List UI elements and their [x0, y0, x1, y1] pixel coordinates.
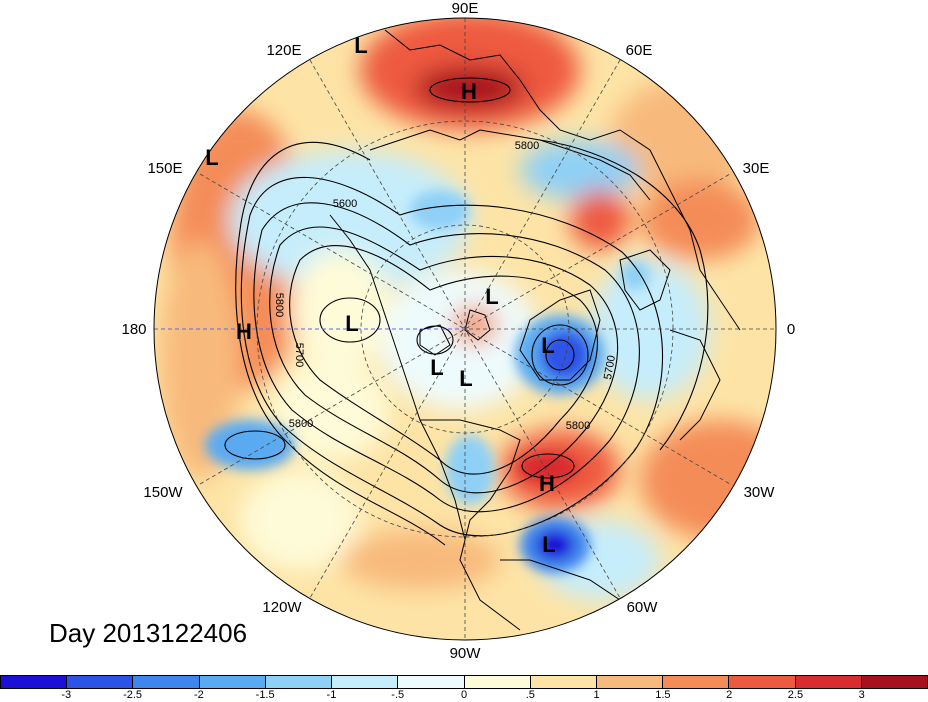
colorbar-tick-label: 1	[593, 689, 600, 701]
colorbar-swatch	[332, 676, 399, 688]
lon-label-60e: 60E	[626, 42, 653, 59]
map-boundary	[153, 17, 777, 641]
pressure-center-l: L	[345, 311, 358, 336]
lon-label-30w: 30W	[744, 484, 776, 501]
pressure-center-l: L	[354, 33, 367, 58]
colorbar-tick-label: -1	[326, 689, 337, 701]
pressure-center-l: L	[541, 333, 554, 358]
colorbar-tick-label: -1.5	[255, 689, 275, 701]
colorbar-swatch	[530, 676, 597, 688]
colorbar-tick-label: 3	[858, 689, 865, 701]
lon-label-90e: 90E	[452, 0, 479, 17]
colorbar-tick-label: .5	[525, 689, 535, 701]
contour-label: 5700	[602, 354, 618, 380]
colorbar-tick-label: 1.5	[655, 689, 671, 701]
day-label: Day 2013122406	[49, 618, 248, 648]
coastlines	[329, 29, 741, 631]
colorbar-tick-label: 0	[460, 689, 468, 701]
lon-label-150e: 150E	[147, 160, 182, 177]
colorbar-tick-label: -3	[61, 689, 72, 701]
pressure-center-l: L	[459, 366, 472, 391]
colorbar	[0, 675, 928, 689]
contour-label: 5600	[333, 198, 357, 210]
contour-label: 5800	[273, 293, 285, 317]
colorbar-swatch	[67, 676, 134, 688]
pressure-centers: L H L L L H L L L L H H L	[0, 0, 556, 557]
colorbar-swatch	[795, 676, 862, 688]
lon-label-150w: 150W	[143, 484, 183, 501]
pressure-center-l: L	[0, 0, 13, 5]
colorbar-swatch	[596, 676, 664, 688]
pressure-center-h: H	[236, 319, 252, 344]
polar-map: 90E 120E 60E 150E 30E 180 0 150W 30W 120…	[0, 0, 795, 662]
pressure-center-h: H	[0, 0, 16, 5]
pressure-center-l: L	[430, 355, 443, 380]
colorbar-swatch	[133, 676, 200, 688]
lon-label-120e: 120E	[266, 42, 301, 59]
colorbar-swatch	[265, 676, 333, 688]
lon-label-60w: 60W	[627, 599, 659, 616]
colorbar-tick-label: -2	[193, 689, 204, 701]
geopotential-contours	[224, 77, 709, 546]
contour-labels: 5800 5600 5800 5700 5800 5700 5800	[273, 140, 618, 432]
colorbar-swatch	[464, 676, 531, 688]
contour-label: 5700	[293, 343, 305, 367]
contour-label: 5800	[566, 420, 590, 432]
contour-label: 5800	[515, 140, 539, 152]
lon-label-0: 0	[787, 321, 795, 338]
colorbar-swatch	[861, 676, 928, 688]
lon-label-180: 180	[121, 321, 146, 338]
colorbar-tick-label: 2.5	[787, 689, 804, 701]
lon-label-30e: 30E	[743, 160, 770, 177]
colorbar-tick-label: -2.5	[123, 689, 143, 701]
longitude-labels: 90E 120E 60E 150E 30E 180 0 150W 30W 120…	[121, 0, 795, 662]
colorbar-swatch	[663, 676, 730, 688]
lon-label-120w: 120W	[262, 599, 302, 616]
lon-label-90w: 90W	[450, 645, 482, 662]
colorbar-swatch	[199, 676, 266, 688]
pressure-center-h: H	[539, 471, 555, 496]
pressure-center-h: H	[461, 79, 477, 104]
colorbar-swatch	[1, 676, 68, 688]
colorbar-tick-label: 2	[726, 689, 733, 701]
pressure-center-l: L	[485, 284, 498, 309]
colorbar-swatch	[729, 676, 796, 688]
colorbar-swatch	[398, 676, 465, 688]
contour-label: 5800	[289, 418, 313, 430]
pressure-center-l: L	[205, 145, 218, 170]
colorbar-ticks: -3 -2.5 -2 -1.5 -1 -.5 0 .5 1 1.5 2 2.5 3	[0, 689, 928, 702]
pressure-center-l: L	[542, 532, 555, 557]
colorbar-tick-label: -.5	[391, 689, 405, 701]
